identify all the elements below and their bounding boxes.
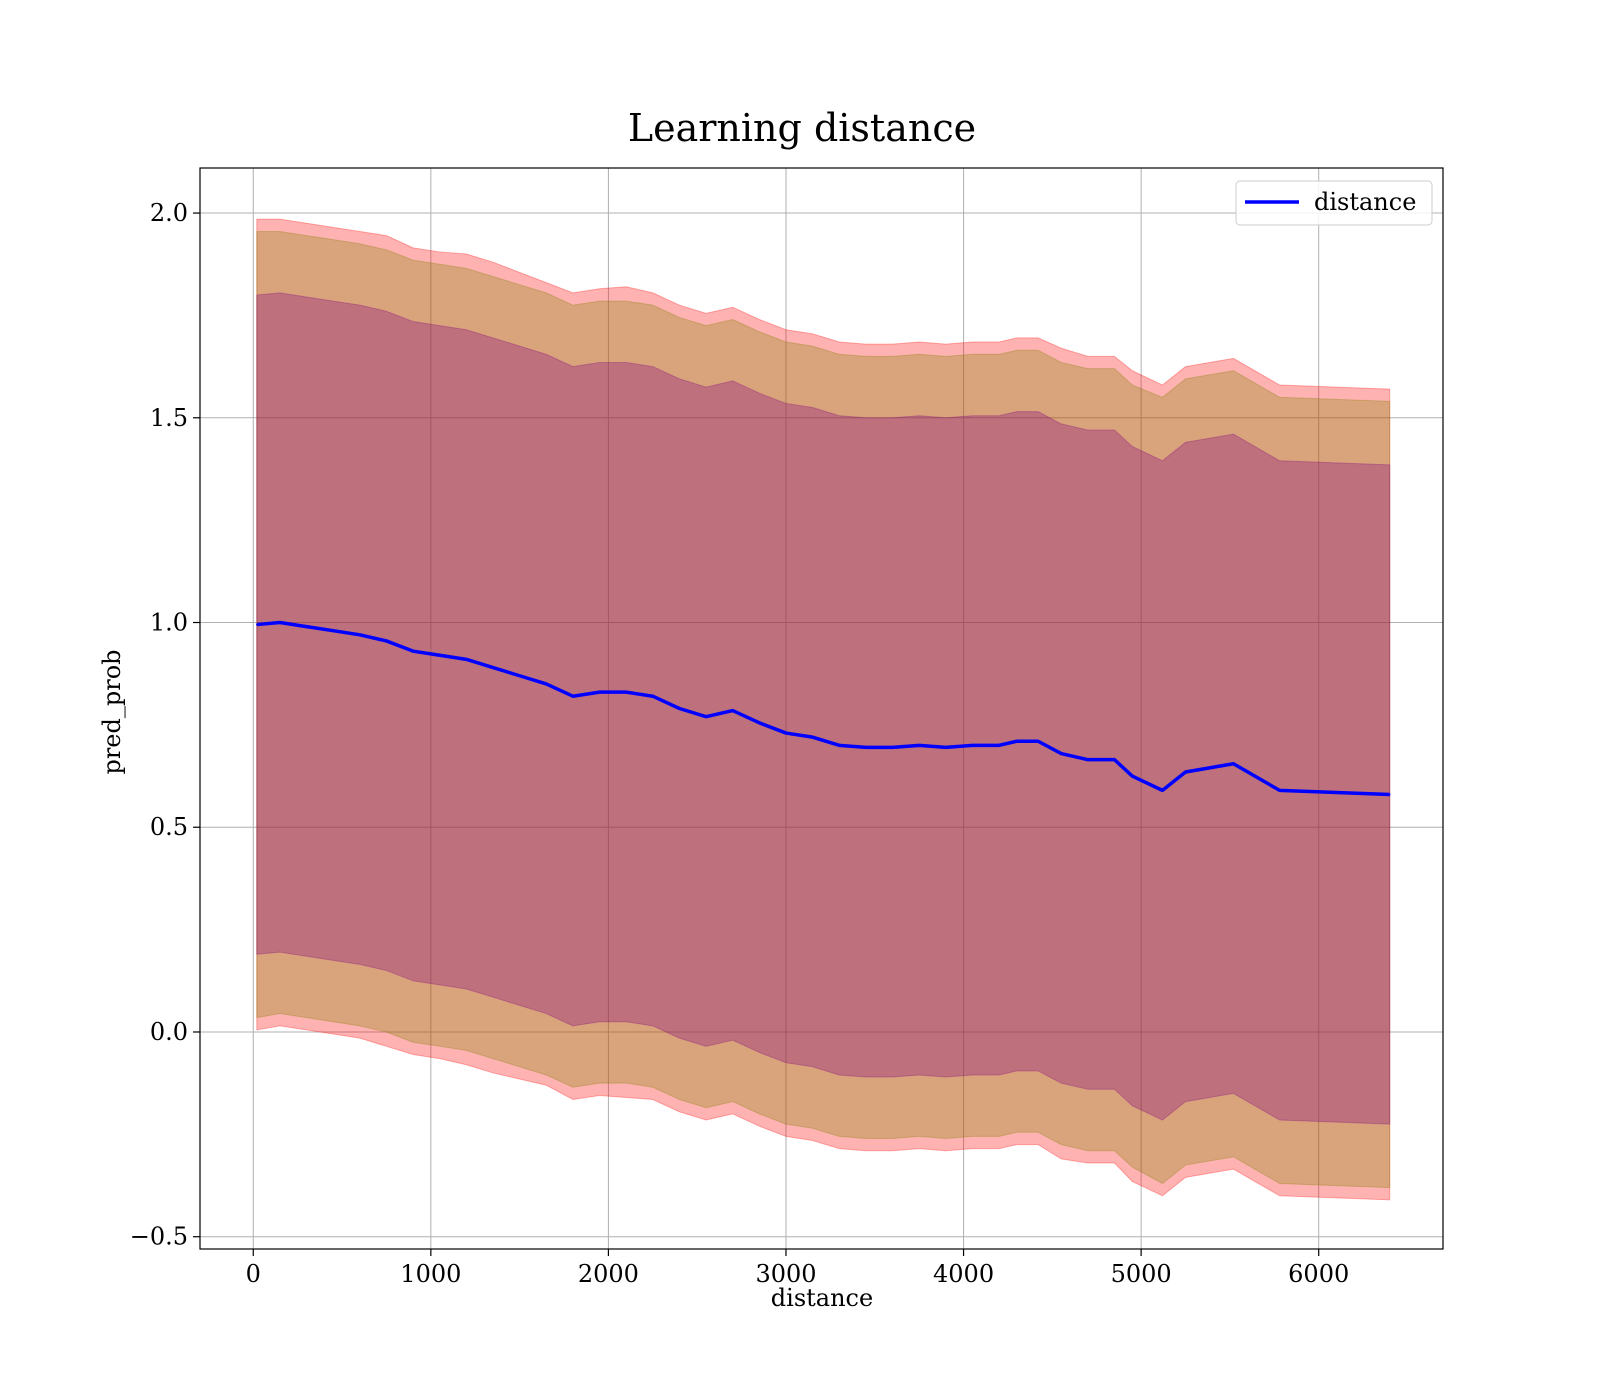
axes-frame xyxy=(199,167,1444,1250)
data-point xyxy=(359,633,361,636)
data-point xyxy=(385,640,388,642)
legend: distance xyxy=(1235,180,1433,226)
data-point xyxy=(1037,740,1039,743)
chart-title: Learning distance xyxy=(628,106,976,150)
confidence-bands xyxy=(256,218,1391,1201)
x-tick-label: 2000 xyxy=(578,1260,639,1288)
data-point xyxy=(465,658,468,661)
y-axis-ticks: −0.5 0.0 0.5 1.0 1.5 2.0 xyxy=(130,199,200,1251)
y-tick-label: 0.0 xyxy=(150,1018,188,1046)
legend-box xyxy=(1235,180,1433,226)
data-point xyxy=(678,707,681,710)
data-point xyxy=(918,744,920,747)
data-point xyxy=(545,683,548,685)
y-tick-label: −0.5 xyxy=(130,1223,188,1251)
band-middle xyxy=(256,230,1391,1189)
data-point xyxy=(731,709,734,712)
y-tick-label: 2.0 xyxy=(150,199,188,227)
y-tick-label: 1.0 xyxy=(150,609,188,637)
data-point xyxy=(1131,775,1134,777)
data-point xyxy=(971,744,974,747)
data-point xyxy=(1388,793,1391,796)
data-point xyxy=(492,666,494,669)
y-tick-label: 1.5 xyxy=(150,404,188,432)
x-tick-label: 6000 xyxy=(1288,1260,1349,1288)
data-point xyxy=(412,650,414,652)
data-point xyxy=(1278,789,1281,792)
data-point xyxy=(518,674,521,677)
data-point xyxy=(1184,771,1187,773)
series-line-distance xyxy=(256,620,1390,797)
data-point xyxy=(838,744,841,747)
data-point xyxy=(598,691,601,693)
band-outer xyxy=(256,218,1391,1201)
x-axis-ticks: 0 1000 2000 3000 4000 5000 6000 xyxy=(246,1249,1349,1288)
x-tick-label: 1000 xyxy=(400,1260,461,1288)
data-point xyxy=(1060,752,1063,755)
x-axis-label: distance xyxy=(771,1284,873,1312)
data-point xyxy=(891,746,894,749)
data-point xyxy=(652,695,654,698)
data-point xyxy=(279,621,281,624)
y-tick-label: 0.5 xyxy=(150,813,188,841)
data-point xyxy=(305,625,308,628)
data-point xyxy=(1016,740,1018,743)
data-point xyxy=(705,715,707,718)
x-tick-label: 5000 xyxy=(1111,1260,1172,1288)
data-point xyxy=(998,744,1000,747)
x-tick-label: 3000 xyxy=(755,1260,816,1288)
data-point xyxy=(1087,758,1089,761)
data-point xyxy=(1232,762,1235,765)
band-inner xyxy=(256,292,1391,1125)
data-point xyxy=(945,746,947,749)
data-point xyxy=(438,654,441,657)
data-point xyxy=(785,732,787,734)
data-point xyxy=(572,695,574,698)
data-point xyxy=(758,722,761,724)
data-point xyxy=(1113,758,1116,761)
data-point xyxy=(865,746,867,749)
data-point xyxy=(625,691,627,693)
x-tick-label: 4000 xyxy=(933,1260,994,1288)
grid xyxy=(200,168,1443,1249)
data-point xyxy=(256,623,258,626)
data-point xyxy=(332,629,334,632)
y-axis-label: pred_prob xyxy=(98,649,126,774)
data-point xyxy=(1161,789,1164,792)
plot-area xyxy=(200,168,1443,1249)
x-tick-label: 0 xyxy=(246,1260,261,1288)
data-point xyxy=(811,736,814,738)
series-lines xyxy=(256,620,1391,797)
legend-label-distance: distance xyxy=(1314,188,1416,216)
